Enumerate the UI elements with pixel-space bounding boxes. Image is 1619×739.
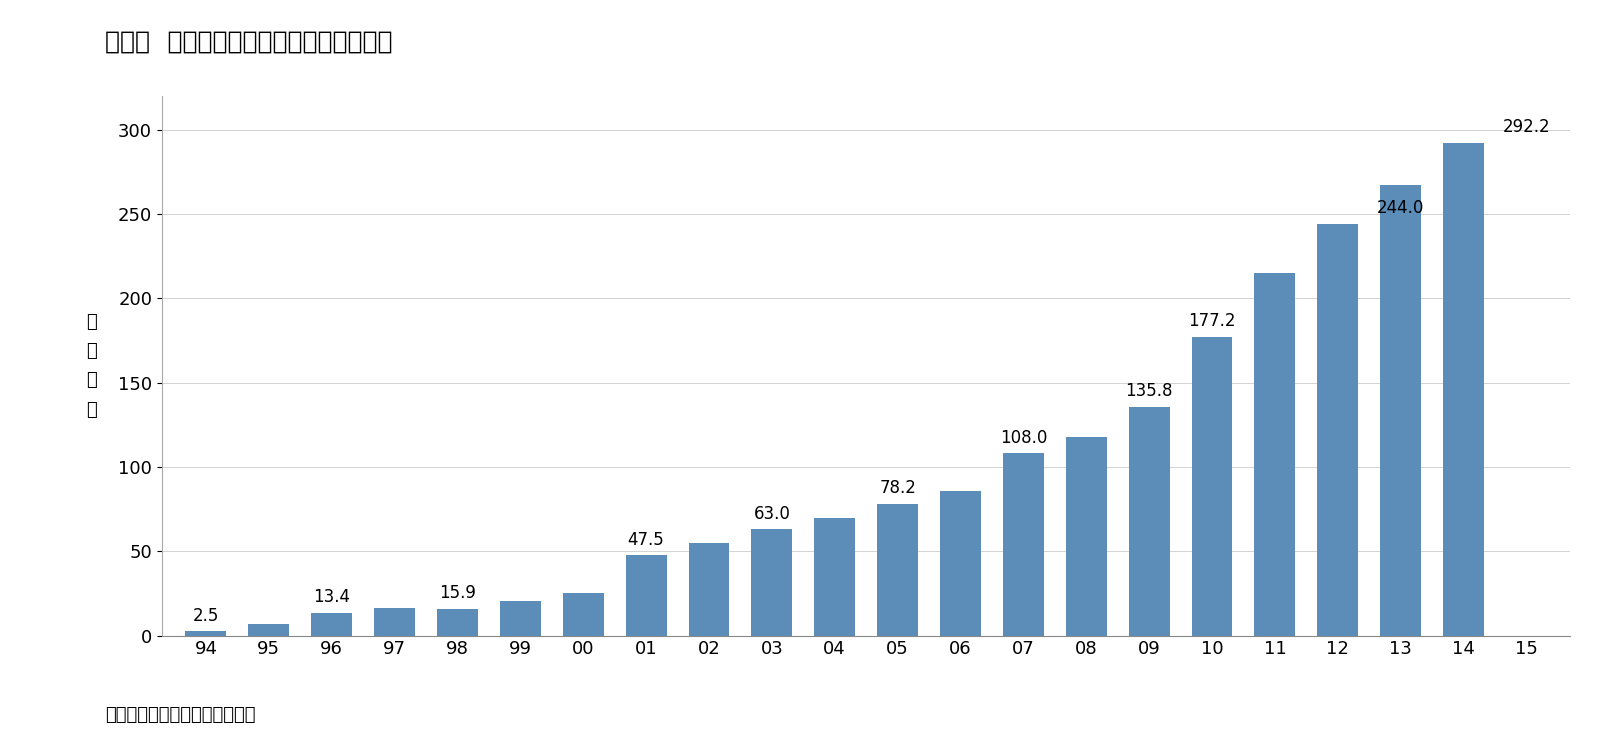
Bar — [688, 543, 730, 636]
Text: 108.0: 108.0 — [999, 429, 1047, 446]
Text: 135.8: 135.8 — [1125, 382, 1172, 400]
Bar — [1381, 185, 1421, 636]
Bar — [248, 624, 290, 636]
Bar — [814, 517, 855, 636]
Text: 177.2: 177.2 — [1188, 312, 1235, 330]
Text: 63.0: 63.0 — [753, 505, 790, 522]
Bar — [625, 556, 667, 636]
Bar — [311, 613, 351, 636]
Bar — [437, 609, 478, 636]
Text: 78.2: 78.2 — [879, 479, 916, 497]
Text: 図表３  個人年金の積立金の推移（韓国）: 図表３ 個人年金の積立金の推移（韓国） — [105, 30, 393, 53]
Bar — [1443, 143, 1485, 636]
Bar — [1128, 406, 1169, 636]
Text: 292.2: 292.2 — [1502, 118, 1551, 136]
Text: 2.5: 2.5 — [193, 607, 219, 624]
Bar — [563, 593, 604, 636]
Bar — [500, 601, 541, 636]
Bar — [186, 631, 227, 636]
Bar — [751, 529, 792, 636]
Text: 244.0: 244.0 — [1378, 200, 1425, 217]
Text: 13.4: 13.4 — [312, 588, 350, 606]
Bar — [1255, 273, 1295, 636]
Bar — [941, 491, 981, 636]
Bar — [374, 607, 414, 636]
Y-axis label: 兆
ウ
ォ
ン: 兆 ウ ォ ン — [86, 313, 97, 418]
Text: 15.9: 15.9 — [439, 584, 476, 602]
Bar — [1002, 454, 1044, 636]
Bar — [877, 504, 918, 636]
Text: 47.5: 47.5 — [628, 531, 664, 549]
Bar — [1192, 337, 1232, 636]
Bar — [1065, 437, 1107, 636]
Text: 出所）金融委員会「内部資料」: 出所）金融委員会「内部資料」 — [105, 706, 256, 724]
Bar — [1318, 224, 1358, 636]
